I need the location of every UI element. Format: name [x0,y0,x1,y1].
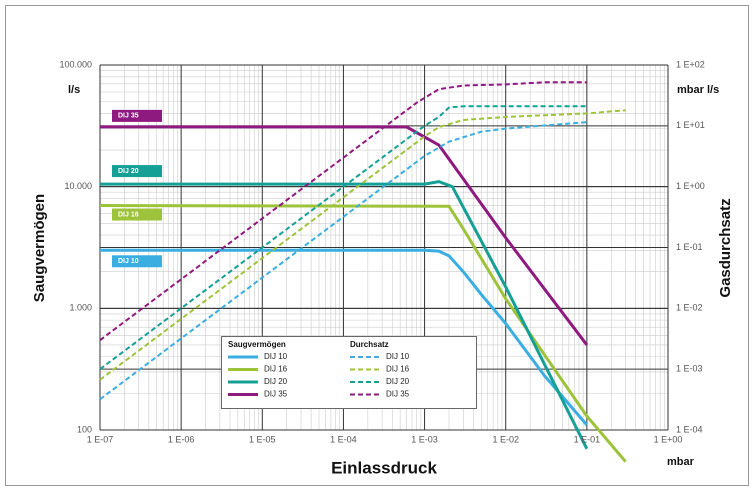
x-tick-label: 1 E+00 [654,434,683,444]
legend-label: DIJ 10 [386,352,410,361]
y-tick-label: 100.000 [59,59,92,69]
series-tag-label: DIJ 16 [118,211,139,218]
x-tick-label: 1 E-01 [574,434,601,444]
series-tag [112,255,162,268]
legend-label: DIJ 20 [386,377,410,386]
y2-axis-title: Gasdurchsatz [717,198,734,297]
legend-label: DIJ 20 [264,377,288,386]
legend-title: Durchsatz [350,340,389,349]
series-line [100,125,589,346]
series-tag-label: DIJ 10 [118,258,139,265]
series-line [99,121,587,401]
y-axis-title: Saugvermögen [31,194,48,302]
series-line [100,248,588,426]
legend-title: Saugvermögen [228,340,286,349]
y-tick-label: 1.000 [69,303,92,313]
lines [99,81,627,463]
y-tick-label: 10.000 [64,181,92,191]
legend-label: DIJ 16 [386,365,410,374]
legend-box [221,336,477,409]
y2-tick-label: 1 E-01 [676,242,703,252]
x-tick-label: 1 E-02 [492,434,519,444]
series-tag [112,208,162,221]
frame [5,5,749,486]
series-line [99,204,627,463]
series-tag-label: DIJ 35 [118,113,139,120]
y2-unit: mbar l/s [677,84,719,96]
series-line [99,105,587,370]
y-tick-label: 100 [77,424,92,434]
y2-tick-label: 1 E+01 [676,120,705,130]
x-axis-title: Einlassdruck [331,458,437,477]
x-tick-label: 1 E-06 [168,434,195,444]
legend-label: DIJ 16 [264,365,288,374]
y2-tick-label: 1 E+00 [676,181,705,191]
y-unit: l/s [68,84,80,96]
x-tick-label: 1 E-03 [411,434,438,444]
x-tick-label: 1 E-07 [87,434,114,444]
legend-label: DIJ 35 [264,390,288,399]
series-tag [112,109,162,122]
series-tag [112,165,162,178]
y2-tick-label: 1 E-04 [676,424,703,434]
y2-tick-label: 1 E-03 [676,364,703,374]
x-tick-label: 1 E-05 [249,434,276,444]
series-line [99,109,626,381]
legend-label: DIJ 10 [264,352,288,361]
y2-tick-label: 1 E-02 [676,303,703,313]
y2-tick-label: 1 E+02 [676,59,705,69]
series-line [99,81,587,341]
x-tick-label: 1 E-04 [330,434,357,444]
legend-label: DIJ 35 [386,390,410,399]
x-unit: mbar [667,456,695,468]
series-tag-label: DIJ 20 [118,168,139,175]
series-line [100,180,589,450]
